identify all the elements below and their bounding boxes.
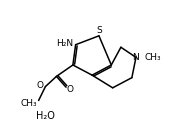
Text: O: O	[37, 81, 44, 90]
Text: N: N	[133, 53, 139, 62]
Text: H₂N: H₂N	[56, 39, 73, 48]
Text: O: O	[67, 85, 74, 94]
Text: H₂O: H₂O	[36, 111, 55, 121]
Text: CH₃: CH₃	[144, 53, 161, 62]
Text: S: S	[96, 26, 102, 35]
Text: CH₃: CH₃	[20, 99, 37, 108]
